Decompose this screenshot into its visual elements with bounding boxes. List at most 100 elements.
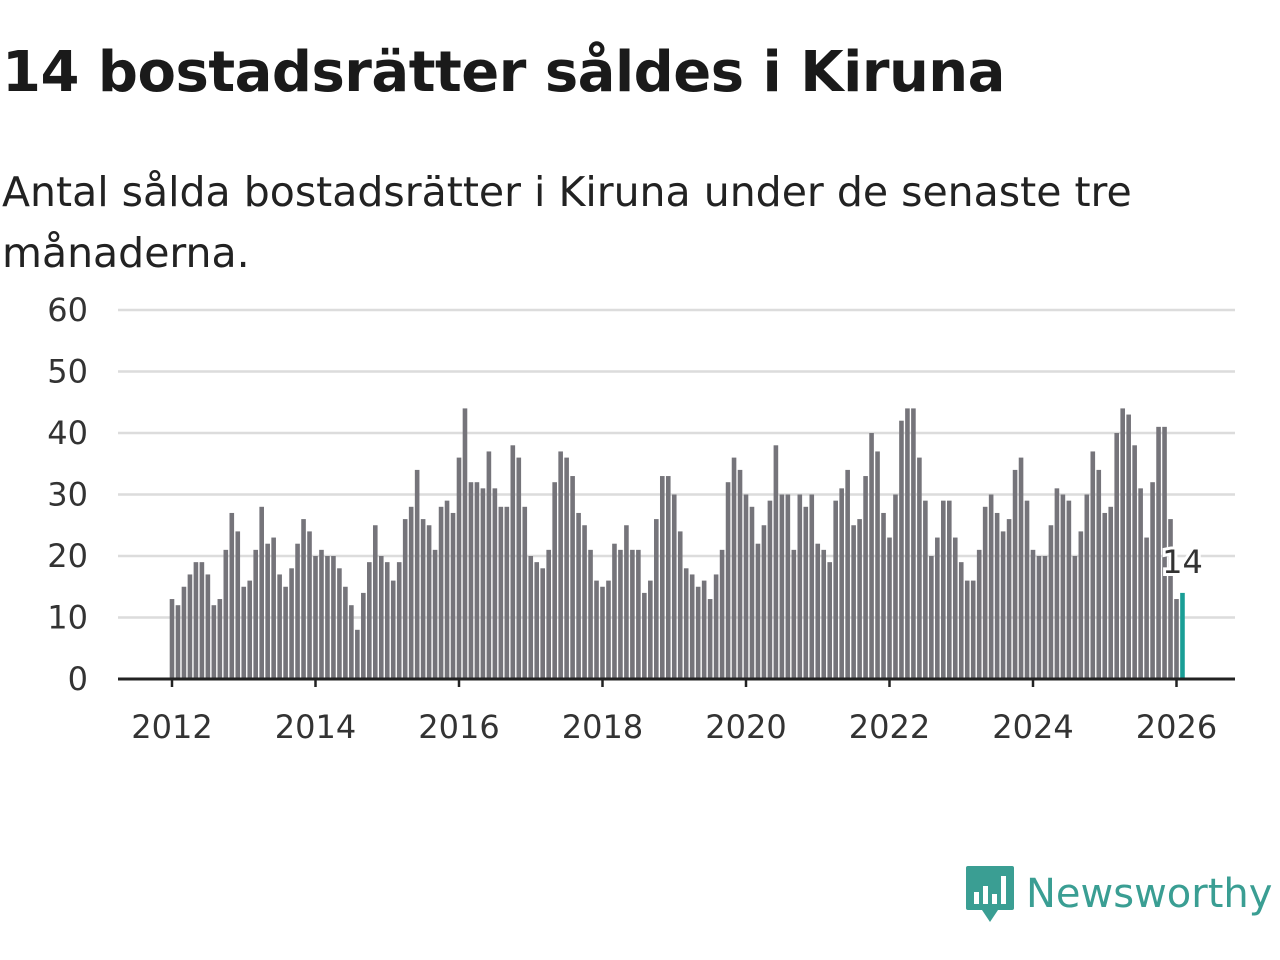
bar	[564, 457, 569, 679]
bar	[193, 562, 199, 679]
chart-title: 14 bostadsrätter såldes i Kiruna	[2, 40, 1005, 105]
bar	[755, 543, 761, 679]
bar	[875, 451, 880, 679]
y-tick-label: 0	[68, 660, 88, 698]
bar	[1018, 457, 1024, 679]
bar	[1120, 408, 1125, 679]
bar	[606, 580, 611, 679]
bar	[319, 549, 324, 679]
bar	[695, 586, 701, 679]
bar	[486, 451, 492, 679]
bar	[1114, 433, 1120, 679]
bar	[259, 506, 264, 679]
bar	[851, 525, 856, 679]
y-tick-label: 30	[47, 476, 88, 514]
bar	[911, 408, 916, 679]
x-tick-label: 2020	[705, 708, 786, 746]
y-tick-label: 10	[47, 599, 88, 637]
bar	[1012, 469, 1018, 679]
bar	[1132, 445, 1137, 679]
bar	[648, 580, 653, 679]
bar	[785, 494, 791, 679]
bar	[791, 549, 797, 679]
bar	[480, 488, 486, 679]
bar	[462, 408, 468, 679]
bar	[331, 556, 336, 679]
bar	[1042, 556, 1048, 679]
bar	[982, 506, 988, 679]
bar	[994, 512, 1000, 679]
bar	[271, 537, 276, 679]
bar	[725, 482, 731, 679]
bar	[881, 512, 886, 679]
bar	[946, 500, 952, 679]
bar	[414, 469, 420, 679]
bar	[510, 445, 516, 679]
bar	[540, 568, 546, 679]
bar	[618, 549, 623, 679]
bar	[839, 488, 844, 679]
bar	[1084, 494, 1090, 679]
bar	[534, 562, 540, 679]
bar	[941, 500, 946, 679]
bar	[833, 500, 838, 679]
bar	[1048, 525, 1054, 679]
y-tick-label: 20	[47, 537, 88, 575]
bar	[815, 543, 821, 679]
bar	[761, 525, 767, 679]
bar	[552, 482, 557, 679]
bar	[1072, 556, 1078, 679]
bar	[1150, 482, 1155, 679]
bar	[869, 433, 874, 679]
bar	[558, 451, 563, 679]
bar	[749, 506, 755, 679]
tick-labels: 0 10 20 30 40 50 60 2012 2014 2016 2018 2020 2022 202…	[47, 291, 1217, 746]
bar	[372, 525, 378, 679]
bar	[313, 556, 318, 679]
bars	[169, 408, 1185, 679]
bar	[767, 500, 773, 679]
bar	[247, 580, 253, 679]
bar	[199, 562, 205, 679]
bar	[701, 580, 707, 679]
bar	[1162, 426, 1167, 679]
bar	[970, 580, 976, 679]
bar	[570, 476, 575, 679]
bar	[1006, 519, 1012, 679]
bar	[677, 531, 683, 679]
bar	[1156, 426, 1161, 679]
x-tick-label: 2022	[849, 708, 930, 746]
bar	[420, 519, 426, 679]
bar	[1096, 469, 1102, 679]
bar	[217, 599, 223, 679]
bar	[1102, 512, 1108, 679]
highlight-value-label: 14	[1162, 543, 1203, 581]
bar	[546, 549, 551, 679]
x-tick-label: 2018	[562, 708, 643, 746]
bar	[642, 592, 647, 679]
bar	[235, 531, 241, 679]
x-axis	[118, 677, 1235, 687]
bar	[426, 525, 432, 679]
bar	[1066, 500, 1072, 679]
bar	[390, 580, 396, 679]
bar	[809, 494, 815, 679]
bar	[325, 556, 330, 679]
bar	[952, 537, 958, 679]
bar	[821, 549, 827, 679]
bar	[307, 531, 312, 679]
bar	[827, 562, 833, 679]
bar	[450, 512, 456, 679]
bar	[355, 629, 360, 679]
bar	[396, 562, 402, 679]
bar	[665, 476, 671, 679]
bar	[929, 556, 934, 679]
brand-name: Newsworthy	[1026, 871, 1273, 917]
highlighted-bar	[1180, 592, 1185, 679]
bar	[181, 586, 187, 679]
x-tick-label: 2012	[131, 708, 212, 746]
x-tick-label: 2024	[992, 708, 1073, 746]
bar	[935, 537, 940, 679]
bar	[384, 562, 390, 679]
bar	[432, 549, 438, 679]
